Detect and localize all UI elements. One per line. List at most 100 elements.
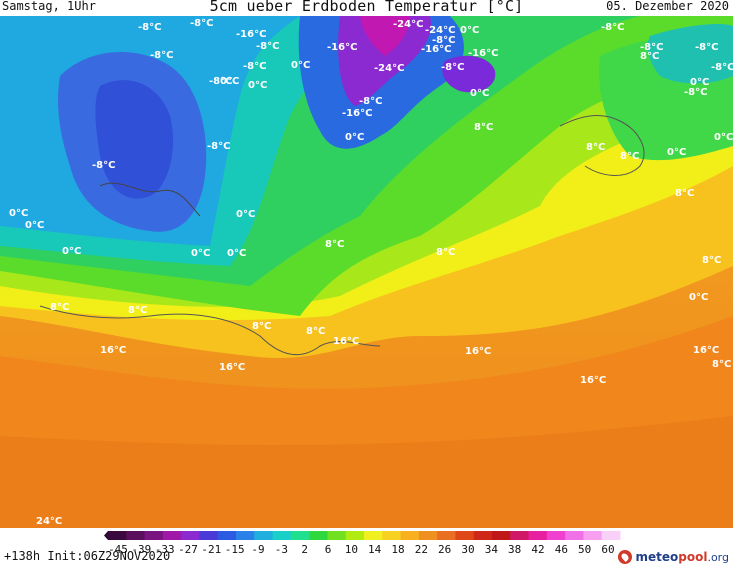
temp-label: 16°C xyxy=(693,345,719,356)
greenland-m30 xyxy=(360,16,410,56)
temp-label: -8°C xyxy=(209,76,232,87)
scale-swatch xyxy=(400,531,420,540)
scale-swatch xyxy=(437,531,456,540)
scale-tip xyxy=(104,531,108,540)
temp-label: 8°C xyxy=(128,305,147,316)
temp-label: 0°C xyxy=(690,77,709,88)
scale-swatch xyxy=(492,531,511,540)
logo-text-org: .org xyxy=(707,550,729,564)
temp-label: 8°C xyxy=(306,326,325,337)
scale-swatch xyxy=(345,531,365,540)
scale-swatch xyxy=(108,531,127,540)
temp-label: 16°C xyxy=(219,362,245,373)
scale-swatch xyxy=(254,531,274,540)
temperature-map: -8°C -16°C -8°C -8°C -8°C 0°C -8°C -16°C… xyxy=(0,16,733,528)
scale-swatch xyxy=(418,531,438,540)
temp-label: 24°C xyxy=(36,516,62,527)
scale-tick-label: 60 xyxy=(601,543,614,556)
scale-swatch xyxy=(601,531,621,540)
logo-text-pool: pool xyxy=(678,550,708,564)
scale-swatch xyxy=(309,531,328,540)
scale-tick-label: 34 xyxy=(485,543,499,556)
temp-label: -24°C xyxy=(425,25,455,36)
scale-tick-label: 30 xyxy=(461,543,474,556)
temp-label: -8°C xyxy=(207,141,230,152)
temp-label: 0°C xyxy=(236,209,255,220)
temp-label: 8°C xyxy=(640,51,659,62)
scale-swatch xyxy=(327,531,347,540)
temp-label: 0°C xyxy=(25,220,44,231)
scale-tick-label: -3 xyxy=(275,543,288,556)
field-24 xyxy=(0,416,733,528)
scale-tick-label: 2 xyxy=(301,543,308,556)
forecast-time: Samstag, 1Uhr xyxy=(2,0,96,13)
temp-label: -8°C xyxy=(432,35,455,46)
scale-swatch xyxy=(162,531,182,540)
temp-label: 0°C xyxy=(248,80,267,91)
temp-label: -8°C xyxy=(190,18,213,29)
svalbard-cold xyxy=(442,55,496,93)
scale-swatch xyxy=(290,531,310,540)
map-canvas: -8°C -16°C -8°C -8°C -8°C 0°C -8°C -16°C… xyxy=(0,16,733,528)
temp-label: -16°C xyxy=(468,48,498,59)
scale-swatch xyxy=(364,531,383,540)
scale-tick-label: -21 xyxy=(201,543,221,556)
scale-swatch xyxy=(473,531,493,540)
scale-tick-label: -45 xyxy=(108,543,128,556)
temp-label: 8°C xyxy=(252,321,271,332)
temp-label: 0°C xyxy=(227,248,246,259)
temp-label: -8°C xyxy=(243,61,266,72)
scale-swatch xyxy=(546,531,566,540)
temperature-labels: -8°C -16°C -8°C -8°C -8°C 0°C -8°C -16°C… xyxy=(9,18,733,527)
scale-swatch xyxy=(126,531,146,540)
scale-tick-label: 50 xyxy=(578,543,591,556)
temp-label: 0°C xyxy=(191,248,210,259)
temp-label: -16°C xyxy=(236,29,266,40)
color-scale: -45 -39 -33 -27 -21 -15 -9 -3 2 6 10 14 18 22 26 30 34 38… xyxy=(104,531,621,556)
temp-label: 8°C xyxy=(325,239,344,250)
greenland-m24 xyxy=(338,16,431,106)
scale-swatch xyxy=(181,531,200,540)
scale-swatch xyxy=(455,531,475,540)
scale-swatch xyxy=(528,531,548,540)
scale-swatch xyxy=(382,531,402,540)
temp-label: -24°C xyxy=(393,19,423,30)
scale-tick-label: -33 xyxy=(155,543,175,556)
scale-tick-label: -27 xyxy=(178,543,198,556)
temp-label: 0°C xyxy=(9,208,28,219)
temp-label: -8°C xyxy=(92,160,115,171)
temp-label: -24°C xyxy=(374,63,404,74)
logo-text-meteo: meteo xyxy=(635,550,679,564)
temp-label: 0°C xyxy=(667,147,686,158)
scale-swatch xyxy=(510,531,530,540)
scale-swatch xyxy=(583,531,603,540)
meteopool-logo[interactable]: meteo pool .org xyxy=(618,550,729,564)
scandinavia-cold xyxy=(647,24,733,84)
temp-label: -8°C xyxy=(441,62,464,73)
scale-tick-label: 46 xyxy=(555,543,568,556)
forecast-date: 05. Dezember 2020 xyxy=(606,0,729,13)
coastline-canada xyxy=(99,182,201,217)
scale-tick-label: 14 xyxy=(368,543,382,556)
temp-label: -8°C xyxy=(256,41,279,52)
temp-label: -16°C xyxy=(421,44,451,55)
field-m16 xyxy=(95,80,174,199)
temp-label: -8°C xyxy=(150,50,173,61)
temp-label: 16°C xyxy=(100,345,126,356)
coastline-south xyxy=(39,305,381,356)
scale-tick-label: 26 xyxy=(438,543,451,556)
temp-label: 8°C xyxy=(436,247,455,258)
temp-label: 8°C xyxy=(702,255,721,266)
temp-label: 0°C xyxy=(220,76,239,87)
temp-label: 0°C xyxy=(62,246,81,257)
scale-tick-label: -9 xyxy=(251,543,264,556)
scale-tick-label: -39 xyxy=(131,543,151,556)
map-title: 5cm ueber Erdboden Temperatur [°C] xyxy=(209,0,524,15)
temp-label: -8°C xyxy=(138,22,161,33)
temp-label: 0°C xyxy=(345,132,364,143)
scale-swatch xyxy=(272,531,292,540)
scale-tick-label: 6 xyxy=(325,543,332,556)
temp-label: 16°C xyxy=(333,336,359,347)
scale-swatch xyxy=(565,531,584,540)
scale-swatch xyxy=(217,531,237,540)
